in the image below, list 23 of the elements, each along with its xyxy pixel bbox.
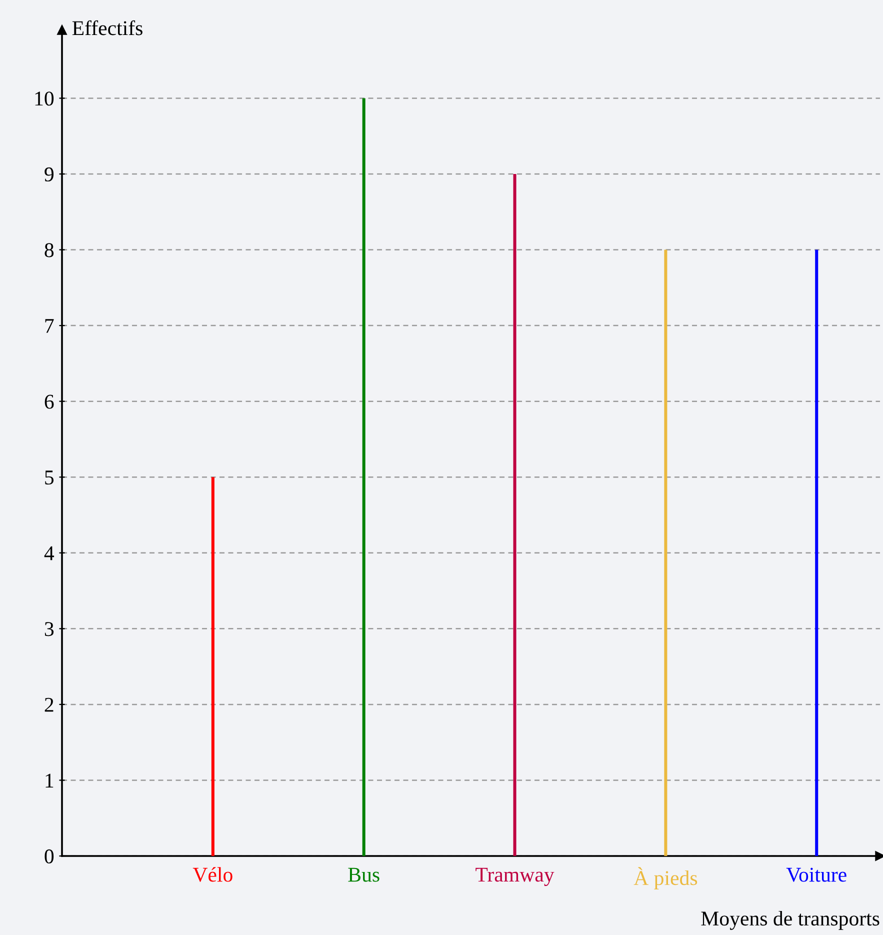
x-tick-label: Vélo — [192, 867, 232, 882]
y-tick-label: 3 — [44, 622, 54, 636]
y-tick-label: 2 — [44, 698, 54, 712]
y-tick-label: 0 — [44, 849, 54, 864]
x-tick-label: Voiture — [786, 868, 846, 882]
x-tick-label: Bus — [348, 868, 380, 882]
y-tick-label: 5 — [45, 470, 54, 485]
bar — [815, 250, 818, 856]
bar — [362, 98, 366, 856]
y-tick-label: 1 — [46, 774, 54, 788]
y-tick-label: 7 — [45, 319, 54, 333]
y-tick-label: 10 — [35, 92, 54, 106]
x-axis-title: Moyens de transports — [701, 910, 880, 930]
y-tick-label: 9 — [44, 167, 54, 182]
x-tick-label: Tramway — [476, 868, 554, 886]
y-tick-label: 8 — [44, 243, 54, 258]
bar — [211, 477, 214, 856]
y-axis-title: Effectifs — [72, 20, 142, 36]
bar — [513, 174, 516, 856]
y-tick-label: 6 — [44, 394, 54, 409]
x-tick-label: À pieds — [634, 867, 698, 890]
bar — [664, 250, 668, 856]
y-tick-label: 4 — [44, 546, 54, 560]
